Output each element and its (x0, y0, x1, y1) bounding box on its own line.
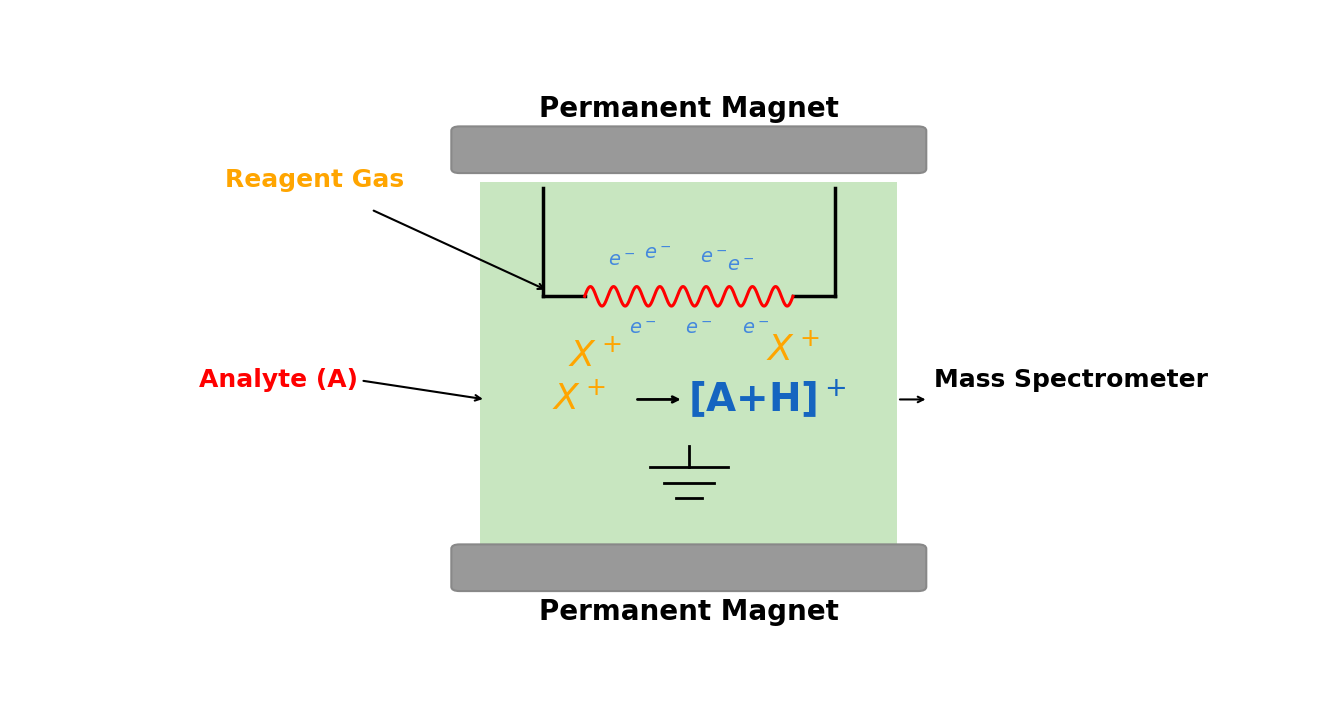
FancyBboxPatch shape (452, 126, 926, 173)
Text: [A+H]$^+$: [A+H]$^+$ (688, 379, 847, 420)
Text: $X^+$: $X^+$ (552, 382, 606, 417)
Text: Permanent Magnet: Permanent Magnet (539, 599, 839, 626)
Text: Mass Spectrometer: Mass Spectrometer (934, 369, 1207, 393)
Text: $X^+$: $X^+$ (766, 333, 820, 368)
Text: $e^-$: $e^-$ (629, 319, 657, 338)
Text: Analyte (A): Analyte (A) (199, 369, 359, 393)
Text: $e^-$: $e^-$ (644, 244, 672, 263)
Text: $e^-$: $e^-$ (700, 247, 727, 266)
FancyBboxPatch shape (452, 544, 926, 591)
Bar (481, 183, 898, 563)
Text: Reagent Gas: Reagent Gas (226, 168, 405, 192)
Text: $X^+$: $X^+$ (569, 338, 622, 374)
Text: $e^-$: $e^-$ (727, 256, 755, 274)
Text: $e^-$: $e^-$ (685, 319, 714, 338)
Text: $e^-$: $e^-$ (609, 251, 636, 270)
Text: Permanent Magnet: Permanent Magnet (539, 95, 839, 123)
Text: $e^-$: $e^-$ (742, 319, 769, 338)
